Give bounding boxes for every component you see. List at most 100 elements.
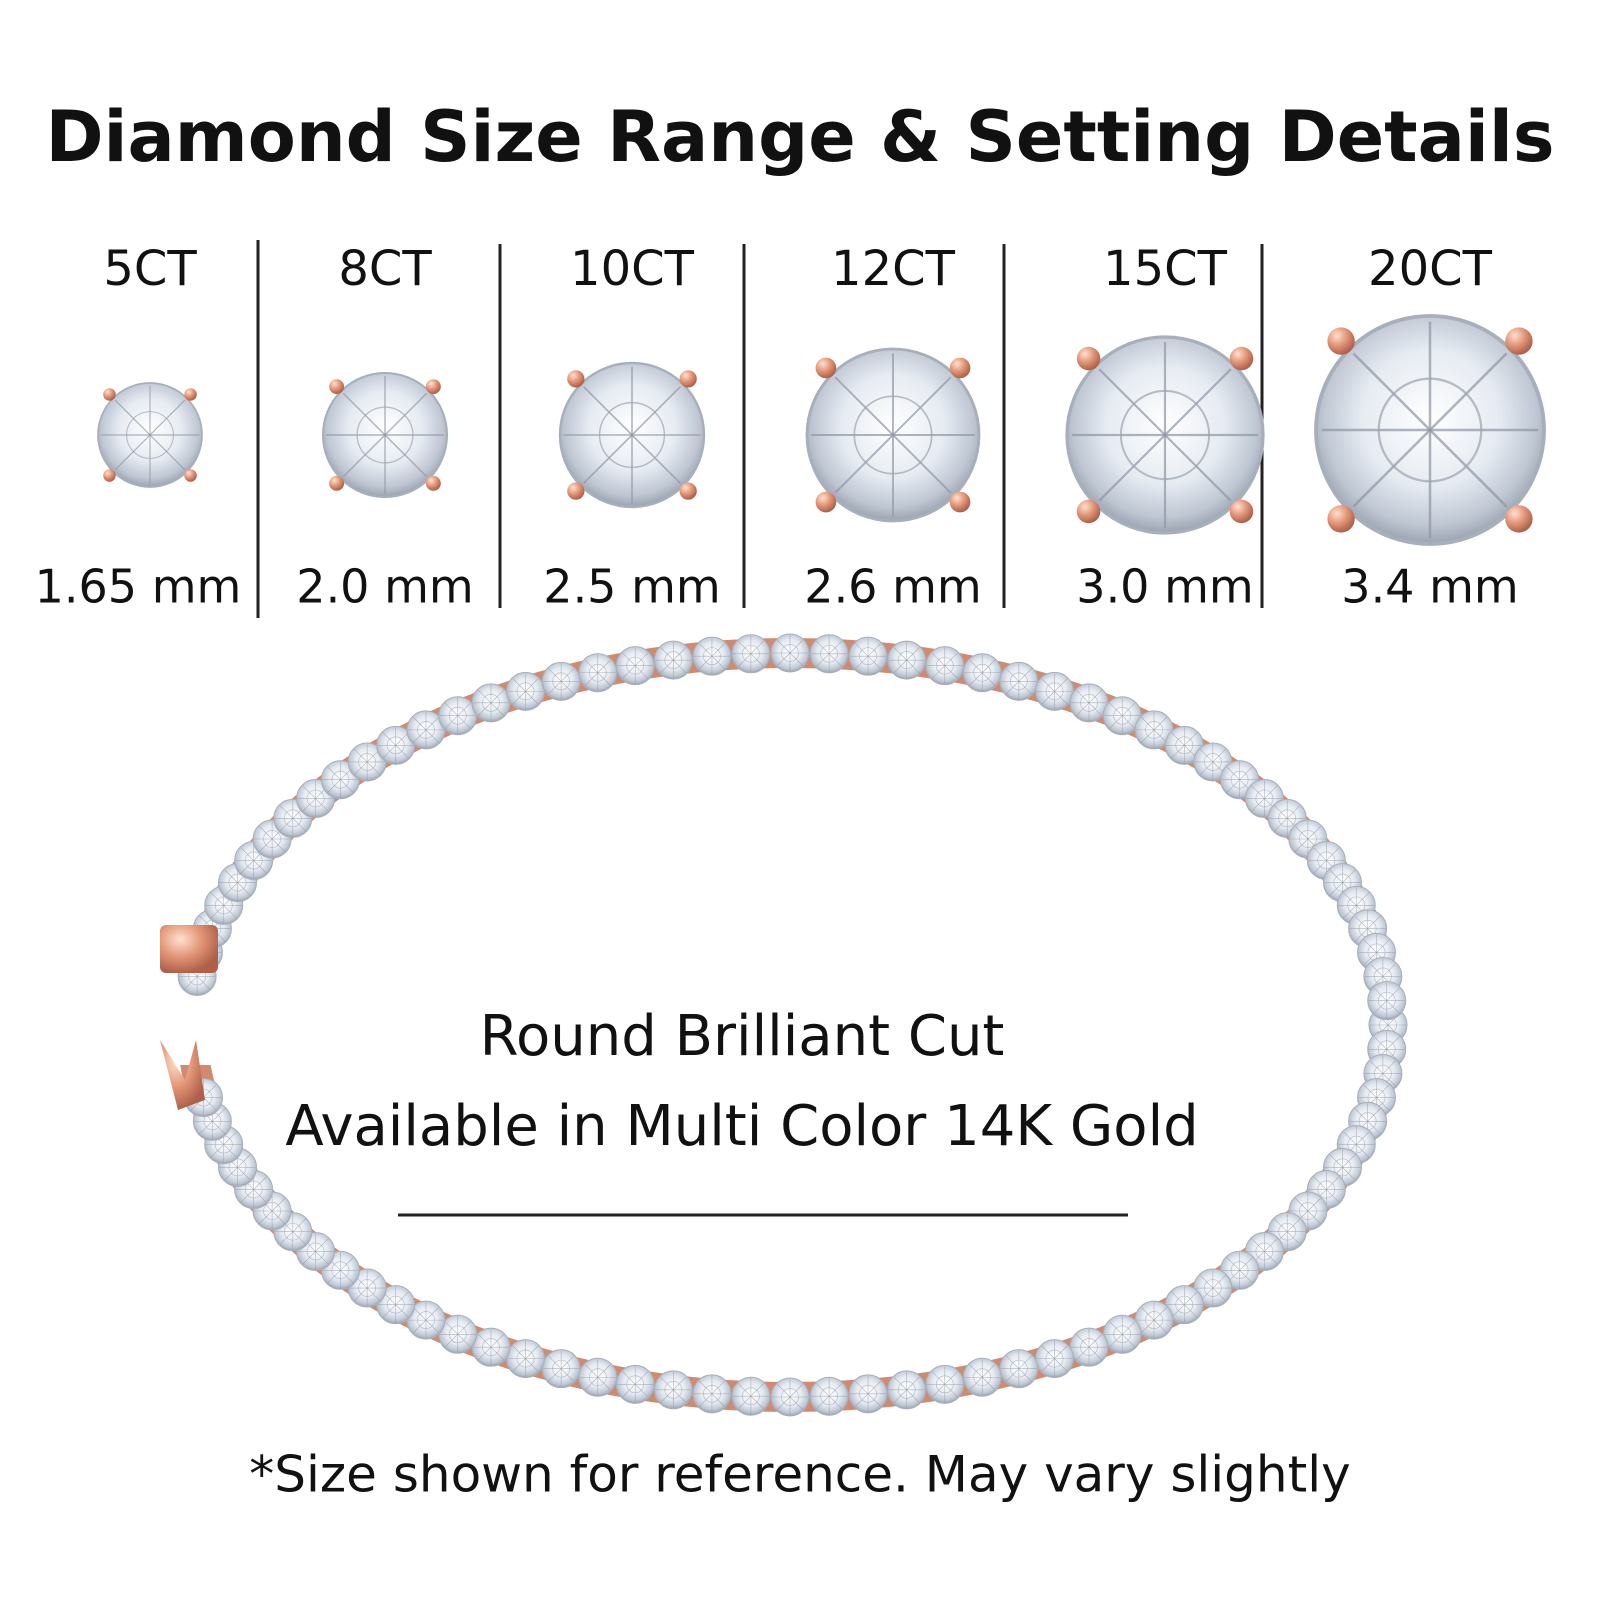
- facet: [1326, 1176, 1340, 1190]
- table-facet: [1080, 693, 1098, 712]
- diamond: [770, 1377, 810, 1417]
- facet: [302, 1251, 316, 1265]
- prong: [1076, 499, 1101, 524]
- facet: [944, 652, 958, 666]
- facet: [490, 702, 504, 716]
- prong: [329, 475, 345, 491]
- facet: [271, 838, 286, 852]
- facet: [315, 1238, 329, 1252]
- facet: [512, 1358, 526, 1372]
- mm-label: 1.65 mm: [35, 560, 242, 614]
- facet: [1369, 1060, 1384, 1074]
- facet: [1109, 1334, 1123, 1348]
- facet: [1363, 952, 1377, 966]
- facet: [777, 1384, 791, 1398]
- table-facet: [283, 809, 302, 828]
- carat-label: 8CT: [338, 241, 432, 297]
- facet: [457, 715, 471, 729]
- table-facet: [448, 706, 467, 725]
- table-facet: [973, 663, 992, 682]
- facet: [149, 434, 186, 471]
- carat-label: 10CT: [570, 241, 695, 297]
- facet: [1171, 732, 1185, 746]
- facet: [1429, 352, 1508, 431]
- facet: [292, 1231, 306, 1245]
- facet: [425, 729, 439, 743]
- facet: [366, 1275, 381, 1289]
- facet: [279, 805, 293, 819]
- facet: [1294, 826, 1309, 840]
- facet: [828, 1383, 843, 1397]
- facet: [259, 826, 273, 840]
- facet: [1373, 1036, 1387, 1050]
- prong: [679, 482, 697, 500]
- mm-label: 2.6 mm: [804, 560, 981, 614]
- facet: [1313, 860, 1327, 874]
- table-facet: [1317, 1180, 1336, 1199]
- facet: [698, 1393, 713, 1407]
- facet: [525, 1345, 539, 1359]
- prong: [567, 370, 585, 388]
- facet: [395, 732, 409, 746]
- table-facet: [228, 873, 247, 892]
- diamond: [1164, 725, 1204, 765]
- facet: [906, 1389, 920, 1403]
- table-facet: [356, 406, 414, 464]
- diamond: [925, 646, 965, 686]
- diamond: [653, 1370, 693, 1410]
- facet: [259, 1210, 273, 1224]
- description-line: Available in Multi Color 14K Gold: [285, 1094, 1198, 1159]
- facet: [982, 1377, 996, 1391]
- diamond: [541, 661, 581, 701]
- facet: [750, 640, 764, 655]
- table-facet: [552, 672, 571, 691]
- diamond: [1193, 1268, 1233, 1308]
- facet: [1294, 838, 1309, 852]
- facet: [366, 761, 381, 775]
- facet: [240, 1189, 254, 1203]
- facet: [1109, 715, 1123, 729]
- clasp-box: [160, 925, 218, 973]
- carat-label: 5CT: [103, 241, 197, 297]
- mm-label: 3.4 mm: [1341, 560, 1518, 614]
- facet: [412, 1319, 427, 1334]
- table-facet: [820, 644, 838, 663]
- facet: [1153, 729, 1168, 743]
- facet: [867, 1393, 882, 1407]
- table-facet: [1045, 682, 1064, 701]
- facet: [224, 1167, 238, 1181]
- table-facet: [1113, 1325, 1132, 1344]
- facet: [584, 1364, 598, 1378]
- facet: [635, 1384, 649, 1398]
- facet: [1326, 1189, 1340, 1203]
- facet: [1153, 1319, 1168, 1334]
- table-facet: [386, 1295, 405, 1314]
- table-facet: [935, 1375, 954, 1394]
- facet: [969, 1364, 983, 1378]
- facet: [1382, 1060, 1396, 1074]
- facet: [855, 655, 869, 670]
- facet: [1386, 987, 1400, 1001]
- facet: [1313, 847, 1327, 861]
- table-facet: [703, 1384, 721, 1403]
- table-facet: [482, 693, 500, 712]
- facet: [210, 892, 224, 906]
- facet: [327, 779, 341, 793]
- facet: [1264, 785, 1278, 799]
- prong: [329, 379, 345, 395]
- facet: [737, 653, 752, 667]
- facet: [237, 1154, 251, 1168]
- facet: [340, 779, 354, 793]
- facet: [906, 1376, 920, 1391]
- facet: [1098, 368, 1166, 436]
- mm-label: 2.0 mm: [296, 560, 473, 614]
- facet: [1226, 766, 1240, 780]
- table-facet: [588, 663, 607, 682]
- facet: [425, 1319, 439, 1334]
- facet: [750, 1395, 764, 1410]
- facet: [425, 1307, 439, 1321]
- table-facet: [448, 1325, 467, 1344]
- facet: [199, 1121, 213, 1135]
- facet: [1041, 1345, 1055, 1359]
- facet: [1343, 892, 1357, 906]
